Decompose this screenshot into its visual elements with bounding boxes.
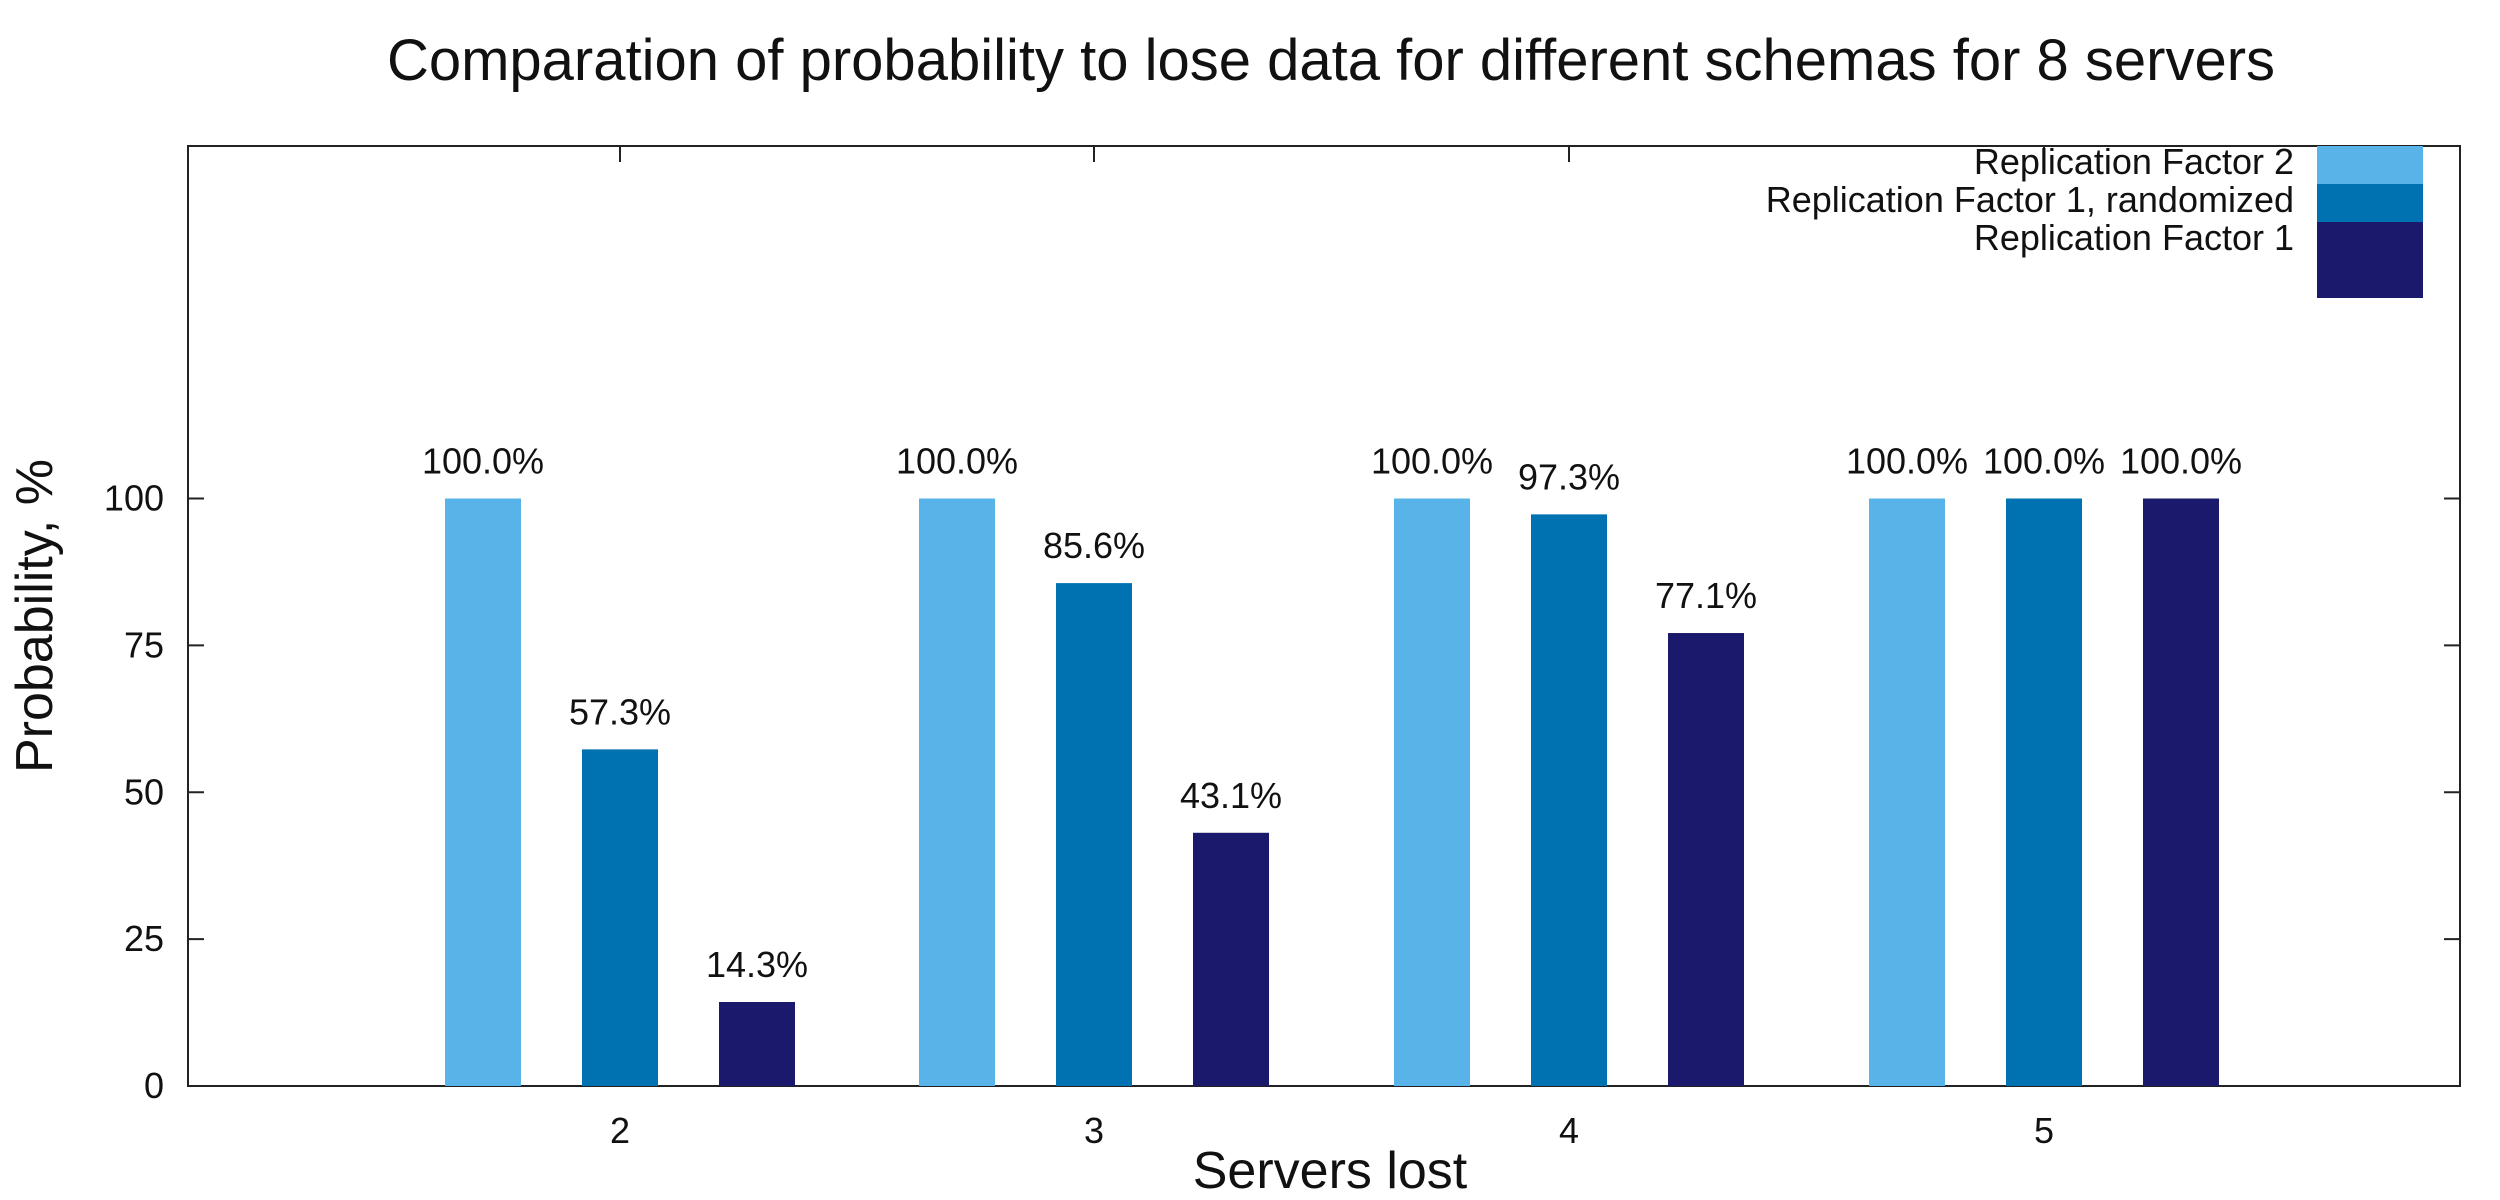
y-axis-ticks: 0 25 50 75 100 xyxy=(104,478,2460,1106)
legend-entry-label: Replication Factor 1, randomized xyxy=(1766,179,2294,220)
bar-value-label: 100.0% xyxy=(1371,441,1493,482)
legend-swatch xyxy=(2317,184,2423,222)
bar xyxy=(1394,498,1470,1086)
y-axis-label: Probability, % xyxy=(6,459,64,773)
y-tick-label: 100 xyxy=(104,478,164,519)
y-tick-label: 0 xyxy=(144,1065,164,1106)
x-tick-label: 2 xyxy=(610,1110,630,1151)
chart-title: Comparation of probability to lose data … xyxy=(387,28,2275,93)
x-axis-label: Servers lost xyxy=(1193,1142,1468,1200)
x-tick-label: 4 xyxy=(1559,1110,1579,1151)
plot-frame xyxy=(187,145,2461,1087)
legend-swatch xyxy=(2317,146,2423,184)
bar xyxy=(445,498,521,1086)
bar xyxy=(2143,498,2219,1086)
bar-value-label: 85.6% xyxy=(1043,525,1145,566)
bar xyxy=(719,1001,795,1086)
bar-value-label: 77.1% xyxy=(1655,575,1757,616)
y-tick-label: 75 xyxy=(124,624,164,665)
data-labels: 100.0% 57.3% 14.3% 100.0% 85.6% 43.1% 100.0% 97… xyxy=(422,441,2242,985)
bar xyxy=(1869,498,1945,1086)
bar xyxy=(1668,633,1744,1086)
bar xyxy=(919,498,995,1086)
bar-value-label: 57.3% xyxy=(569,691,671,732)
bar-value-label: 97.3% xyxy=(1518,456,1620,497)
bar xyxy=(1193,832,1269,1086)
bar-value-label: 100.0% xyxy=(896,441,1018,482)
bar-value-label: 100.0% xyxy=(1983,441,2105,482)
legend-swatch xyxy=(2317,222,2423,298)
bar-value-label: 100.0% xyxy=(2120,441,2242,482)
bar-value-label: 100.0% xyxy=(1846,441,1968,482)
y-tick-label: 25 xyxy=(124,918,164,959)
legend-entry-label: Replication Factor 1 xyxy=(1974,217,2294,258)
bar-value-label: 43.1% xyxy=(1180,775,1282,816)
bar-series-group xyxy=(445,498,2219,1086)
bar xyxy=(2006,498,2082,1086)
legend-entry-label: Replication Factor 2 xyxy=(1974,141,2294,182)
y-tick-label: 50 xyxy=(124,771,164,812)
x-tick-label: 3 xyxy=(1084,1110,1104,1151)
bar-value-label: 14.3% xyxy=(706,944,808,985)
bar xyxy=(582,749,658,1086)
x-tick-label: 5 xyxy=(2034,1110,2054,1151)
bar-value-label: 100.0% xyxy=(422,441,544,482)
bar xyxy=(1056,583,1132,1086)
bar xyxy=(1531,514,1607,1086)
x-axis-ticks: 2 3 4 5 xyxy=(610,146,2054,1151)
